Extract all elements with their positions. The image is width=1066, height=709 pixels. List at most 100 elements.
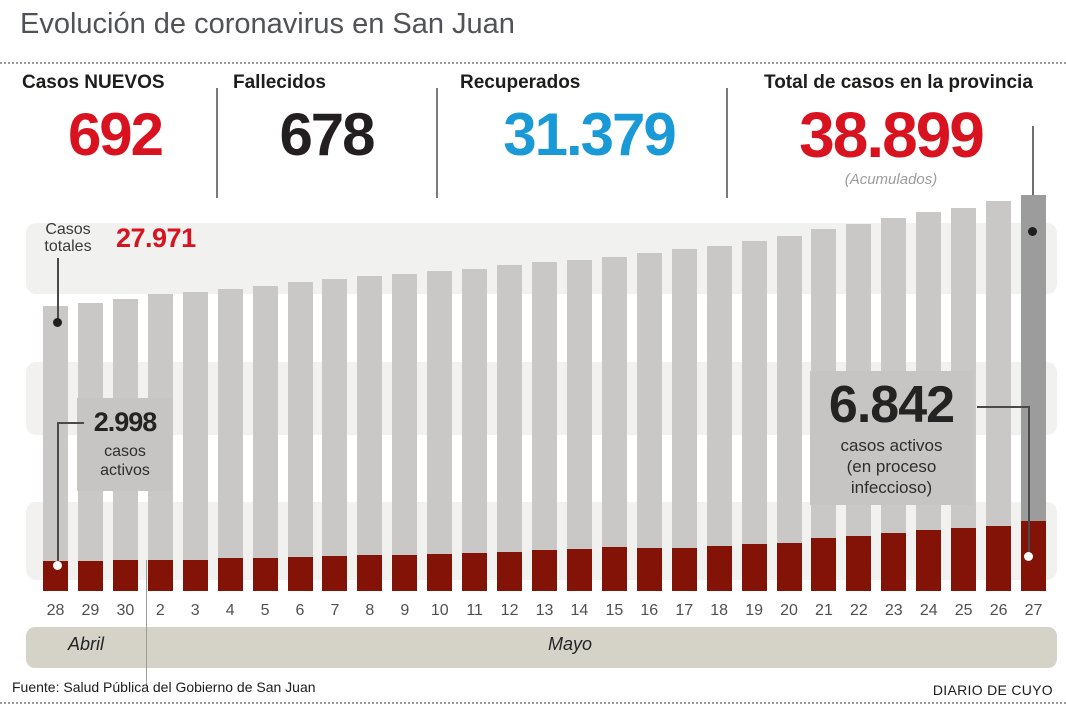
bar-total-5 [252,285,278,591]
annotation-active-last-value: 6.842 [828,376,955,434]
marker-dot-last-active [1024,552,1033,561]
bar-active-3 [182,559,208,591]
bar-total-19 [741,241,767,591]
marker-dot-last-total [1028,227,1037,236]
month-divider-line [146,560,147,686]
bar-total-10 [427,271,453,591]
bar-active-4 [217,558,243,591]
stat-label-fallecidos: Fallecidos [233,72,326,93]
bar-active-15 [601,547,627,591]
x-axis-label-4: 4 [225,602,235,619]
bar-total-3 [182,291,208,591]
bar-total-14 [566,260,592,591]
month-band [26,627,1057,668]
bar-total-4 [217,288,243,591]
annotation-box-active-first: 2.998 casos activos [77,398,173,491]
annotation-casos-totales-line1: Casos [45,221,91,238]
bar-total-17 [671,249,697,591]
x-axis-label-11: 11 [466,602,483,619]
x-axis-label-22: 22 [849,602,868,619]
x-axis-label-25: 25 [954,602,973,619]
bar-total-11 [462,268,488,591]
publisher-credit: DIARIO DE CUYO [932,682,1053,698]
stat-value-total-provincia: 38.899 [799,99,985,171]
x-axis-label-26: 26 [989,602,1008,619]
bar-active-22 [846,535,872,591]
bar-total-26 [986,200,1012,591]
bar-active-20 [776,542,802,591]
bar-active-13 [532,550,558,591]
stat-value-recuperados: 31.379 [503,101,677,168]
stat-label-total-provincia: Total de casos en la provincia [764,72,1033,93]
stat-divider [436,88,438,198]
annotation-casos-totales-line2: totales [44,238,92,255]
bar-total-15 [601,256,627,591]
stat-value-fallecidos: 678 [279,101,375,168]
x-axis-label-9: 9 [400,602,410,619]
leader-total-to-last-bar [1032,126,1034,232]
x-axis-label-21: 21 [815,602,833,619]
source-credit: Fuente: Salud Pública del Gobierno de Sa… [12,679,316,695]
bar-total-13 [532,262,558,591]
annotation-box-active-last: 6.842 casos activos (en proceso infeccio… [810,371,973,505]
annotation-active-last-cap3: infeccioso) [850,478,933,497]
bar-total-27 [1021,194,1047,591]
x-axis-label-8: 8 [365,602,375,619]
x-axis-label-7: 7 [330,602,340,619]
x-axis-label-19: 19 [745,602,763,619]
bar-active-24 [916,529,942,591]
month-label-mayo: Mayo [547,634,592,654]
bar-total-12 [497,265,523,591]
bar-active-11 [462,552,488,591]
stat-divider [726,88,728,198]
x-axis-label-20: 20 [780,602,798,619]
x-axis-label-30: 30 [116,602,135,619]
leader-active-last-v [1028,406,1030,557]
bar-active-29 [77,560,103,591]
bar-active-2 [147,560,173,591]
bar-total-20 [776,236,802,591]
x-axis-label-16: 16 [640,602,659,619]
bar-active-19 [741,544,767,591]
x-axis-label-13: 13 [535,602,554,619]
x-axis-label-10: 10 [430,602,449,619]
annotation-active-first-value: 2.998 [93,407,158,437]
x-axis-label-14: 14 [570,602,589,619]
x-axis-label-23: 23 [884,602,903,619]
x-axis-label-12: 12 [500,602,519,619]
x-axis-label-18: 18 [710,602,729,619]
leader-casos-totales [57,258,59,322]
x-axis-label-27: 27 [1024,602,1043,619]
marker-dot-first-total [53,318,62,327]
bar-active-14 [566,548,592,591]
marker-dot-first-active [53,561,62,570]
annotation-casos-totales: Casos totales [38,221,98,255]
bar-total-8 [357,276,383,591]
bottom-dotted-rule [0,702,1066,704]
leader-active-first-v [57,422,59,566]
bar-active-8 [357,555,383,591]
bar-active-17 [671,547,697,591]
x-axis-label-17: 17 [675,602,694,619]
annotation-active-last-cap2: (en proceso [846,457,937,476]
bar-active-18 [706,545,732,591]
x-axis-label-29: 29 [81,602,100,619]
stat-label-recuperados: Recuperados [460,72,581,93]
annotation-active-first-cap1: casos [104,443,146,460]
bar-active-23 [881,533,907,591]
x-axis-label-28: 28 [46,602,65,619]
bar-total-28 [43,306,68,591]
annotation-active-first-cap2: activos [100,462,150,479]
bar-active-25 [951,528,977,591]
bar-total-6 [287,282,313,591]
bar-total-16 [636,253,662,591]
x-axis-label-5: 5 [260,602,270,619]
stat-divider [216,88,218,198]
leader-active-first-h [57,422,84,424]
bar-active-21 [811,538,837,591]
x-axis-label-24: 24 [919,602,938,619]
bar-active-7 [322,555,348,591]
x-axis-label-15: 15 [605,602,624,619]
x-axis-label-2: 2 [155,602,165,619]
